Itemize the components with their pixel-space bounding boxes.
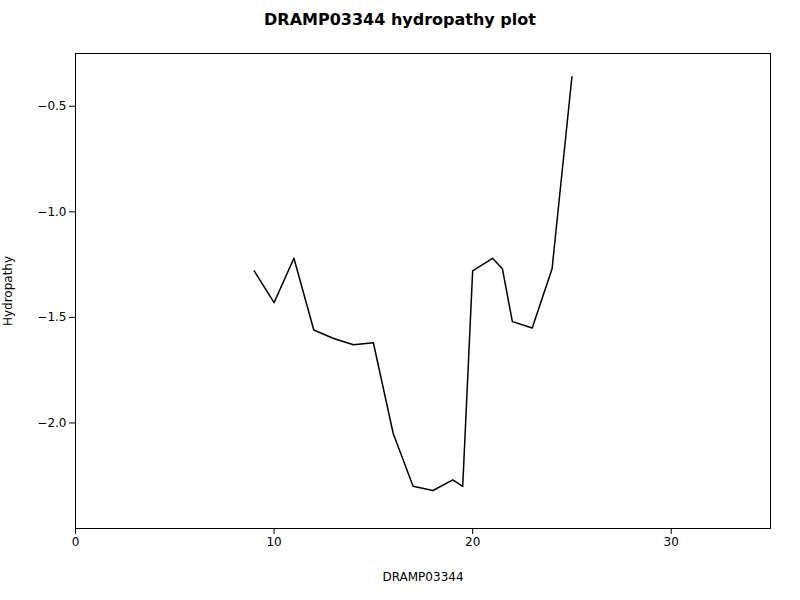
svg-text:0: 0: [72, 535, 80, 549]
svg-text:−0.5: −0.5: [37, 99, 66, 113]
svg-text:DRAMP03344: DRAMP03344: [382, 570, 463, 584]
svg-text:Hydropathy: Hydropathy: [1, 256, 15, 326]
svg-text:20: 20: [465, 535, 480, 549]
svg-text:−1.0: −1.0: [37, 205, 66, 219]
svg-text:30: 30: [664, 535, 679, 549]
svg-text:−1.5: −1.5: [37, 310, 66, 324]
svg-text:−2.0: −2.0: [37, 416, 66, 430]
svg-text:10: 10: [266, 535, 281, 549]
html-text:DRAMP03344 hydropathy plot: DRAMP03344 hydropathy plot: [264, 10, 536, 29]
